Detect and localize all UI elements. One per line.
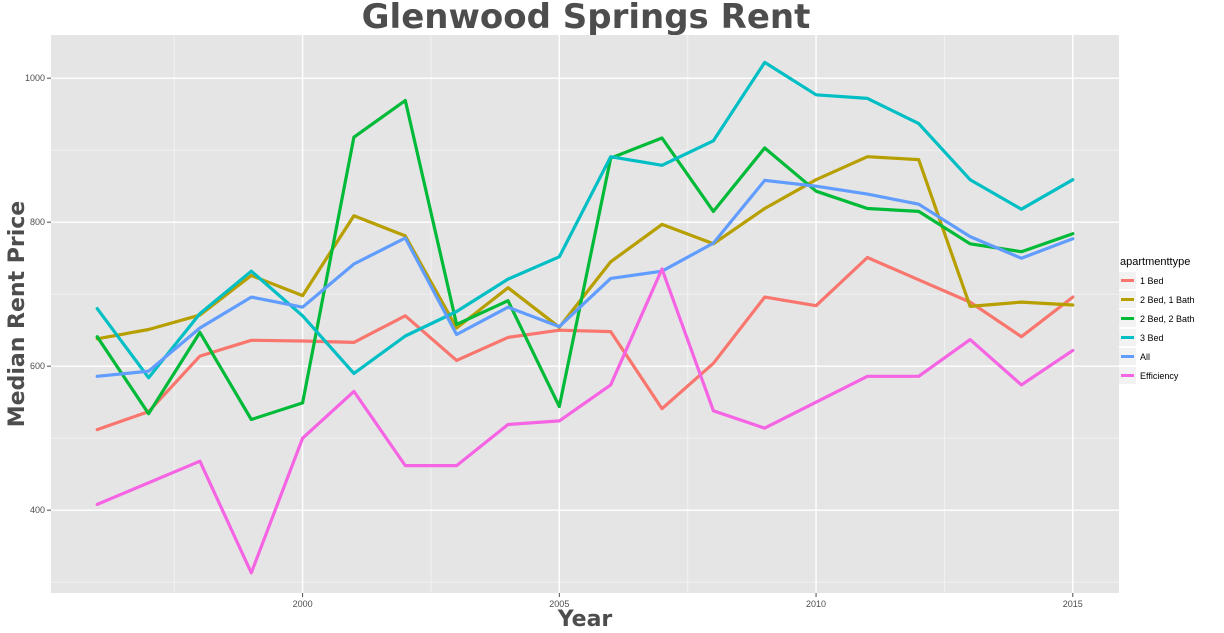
series-line-3-bed <box>95 60 1075 380</box>
legend-label-2-bed-1-bath: 2 Bed, 1 Bath <box>1140 295 1195 305</box>
series-lines <box>95 60 1075 575</box>
y-tick-label: 400 <box>30 505 45 515</box>
series-line-2-bed-2-bath <box>95 98 1075 422</box>
chart-title: Glenwood Springs Rent <box>362 0 811 37</box>
legend-title: apartmenttype <box>1120 256 1190 268</box>
series-line-1-bed <box>95 255 1075 432</box>
legend-items: 1 Bed 2 Bed, 1 Bath 2 Bed, 2 Bath 3 Bed All E… <box>1119 272 1195 384</box>
x-tick-label: 2015 <box>1063 599 1083 609</box>
x-tick-label: 2005 <box>549 599 569 609</box>
x-axis-title: Year <box>557 607 613 632</box>
legend-label-2-bed-2-bath: 2 Bed, 2 Bath <box>1140 314 1195 324</box>
legend-label-all: All <box>1140 352 1150 362</box>
series-line-all <box>95 178 1075 378</box>
x-tick-label: 2000 <box>293 599 313 609</box>
y-tick-label: 600 <box>30 361 45 371</box>
plot-panel <box>51 35 1119 593</box>
series-line-efficiency <box>95 267 1075 575</box>
legend-label-efficiency: Efficiency <box>1140 371 1179 381</box>
legend-label-1-bed: 1 Bed <box>1140 276 1164 286</box>
y-axis-ticks: 400 600 800 1000 <box>25 73 51 515</box>
x-tick-label: 2010 <box>806 599 826 609</box>
legend-label-3-bed: 3 Bed <box>1140 333 1164 343</box>
y-axis-title: Median Rent Price <box>5 201 30 427</box>
x-axis-ticks: 2000 2005 2010 2015 <box>293 593 1083 609</box>
y-tick-label: 1000 <box>25 73 45 83</box>
legend: apartmenttype 1 Bed 2 Bed, 1 Bath 2 Bed, 2… <box>1119 256 1195 384</box>
y-tick-label: 800 <box>30 217 45 227</box>
